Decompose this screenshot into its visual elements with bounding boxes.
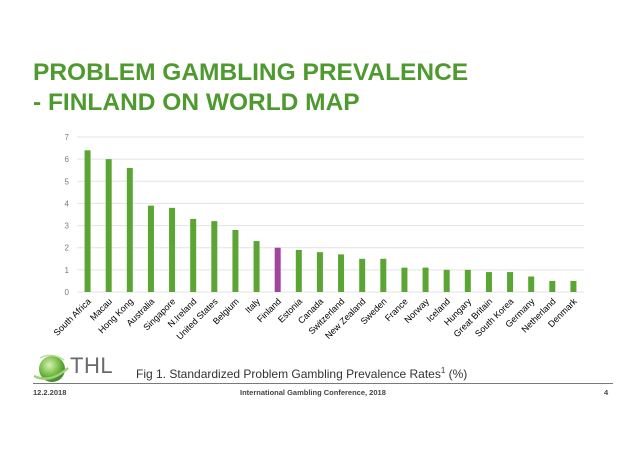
thl-logo-icon [33, 354, 69, 382]
caption-unit: (%) [445, 367, 468, 381]
bar-iceland [443, 269, 450, 292]
bar-finland [274, 247, 281, 292]
x-tick-label: South Africa [52, 296, 93, 337]
bar-new-zealand [359, 258, 366, 292]
slide-title: PROBLEM GAMBLING PREVALENCE - FINLAND ON… [33, 58, 613, 118]
bar-denmark [570, 280, 577, 292]
footer-divider [33, 383, 613, 384]
bar-italy [253, 241, 260, 292]
y-axis-ticks: 0 1 2 3 4 5 6 7 [65, 133, 70, 297]
gridlines [77, 136, 584, 293]
bar-south-africa [84, 150, 91, 292]
caption-text: Fig 1. Standardized Problem Gambling Pre… [136, 367, 441, 381]
bar-south-korea [507, 272, 514, 292]
bar-sweden [380, 258, 387, 292]
bar-canada [316, 252, 323, 292]
bar-macau [105, 159, 112, 292]
bar-great-britain [485, 272, 492, 292]
y-tick-label: 0 [65, 288, 70, 297]
y-tick-label: 1 [65, 266, 70, 275]
y-tick-label: 2 [65, 244, 70, 253]
bar-singapore [169, 207, 176, 292]
bar-united-states [211, 221, 218, 292]
bars [84, 150, 577, 292]
figure-caption: Fig 1. Standardized Problem Gambling Pre… [136, 366, 467, 381]
bar-hungary [464, 269, 471, 292]
bar-n-ireland [190, 218, 197, 292]
bar-estonia [295, 249, 302, 292]
y-tick-label: 6 [65, 155, 70, 164]
bar-australia [147, 205, 154, 292]
bar-switzerland [338, 254, 345, 292]
title-line-2: - FINLAND ON WORLD MAP [33, 89, 360, 116]
caption-superscript: 1 [440, 366, 446, 375]
bar-france [401, 267, 408, 292]
bar-germany [528, 276, 535, 292]
footer-event: International Gambling Conference, 2018 [240, 388, 386, 397]
footer-date: 12.2.2018 [33, 388, 67, 397]
y-tick-label: 7 [65, 133, 70, 142]
y-tick-label: 3 [65, 222, 70, 231]
title-line-1: PROBLEM GAMBLING PREVALENCE [33, 59, 469, 86]
bar-hong-kong [126, 168, 133, 292]
bar-netherland [549, 280, 556, 292]
bar-belgium [232, 230, 239, 292]
y-tick-label: 5 [65, 177, 70, 186]
page-number: 4 [604, 388, 609, 397]
bar-norway [422, 267, 429, 292]
logo-text: THL [70, 353, 114, 378]
y-tick-label: 4 [65, 199, 70, 208]
